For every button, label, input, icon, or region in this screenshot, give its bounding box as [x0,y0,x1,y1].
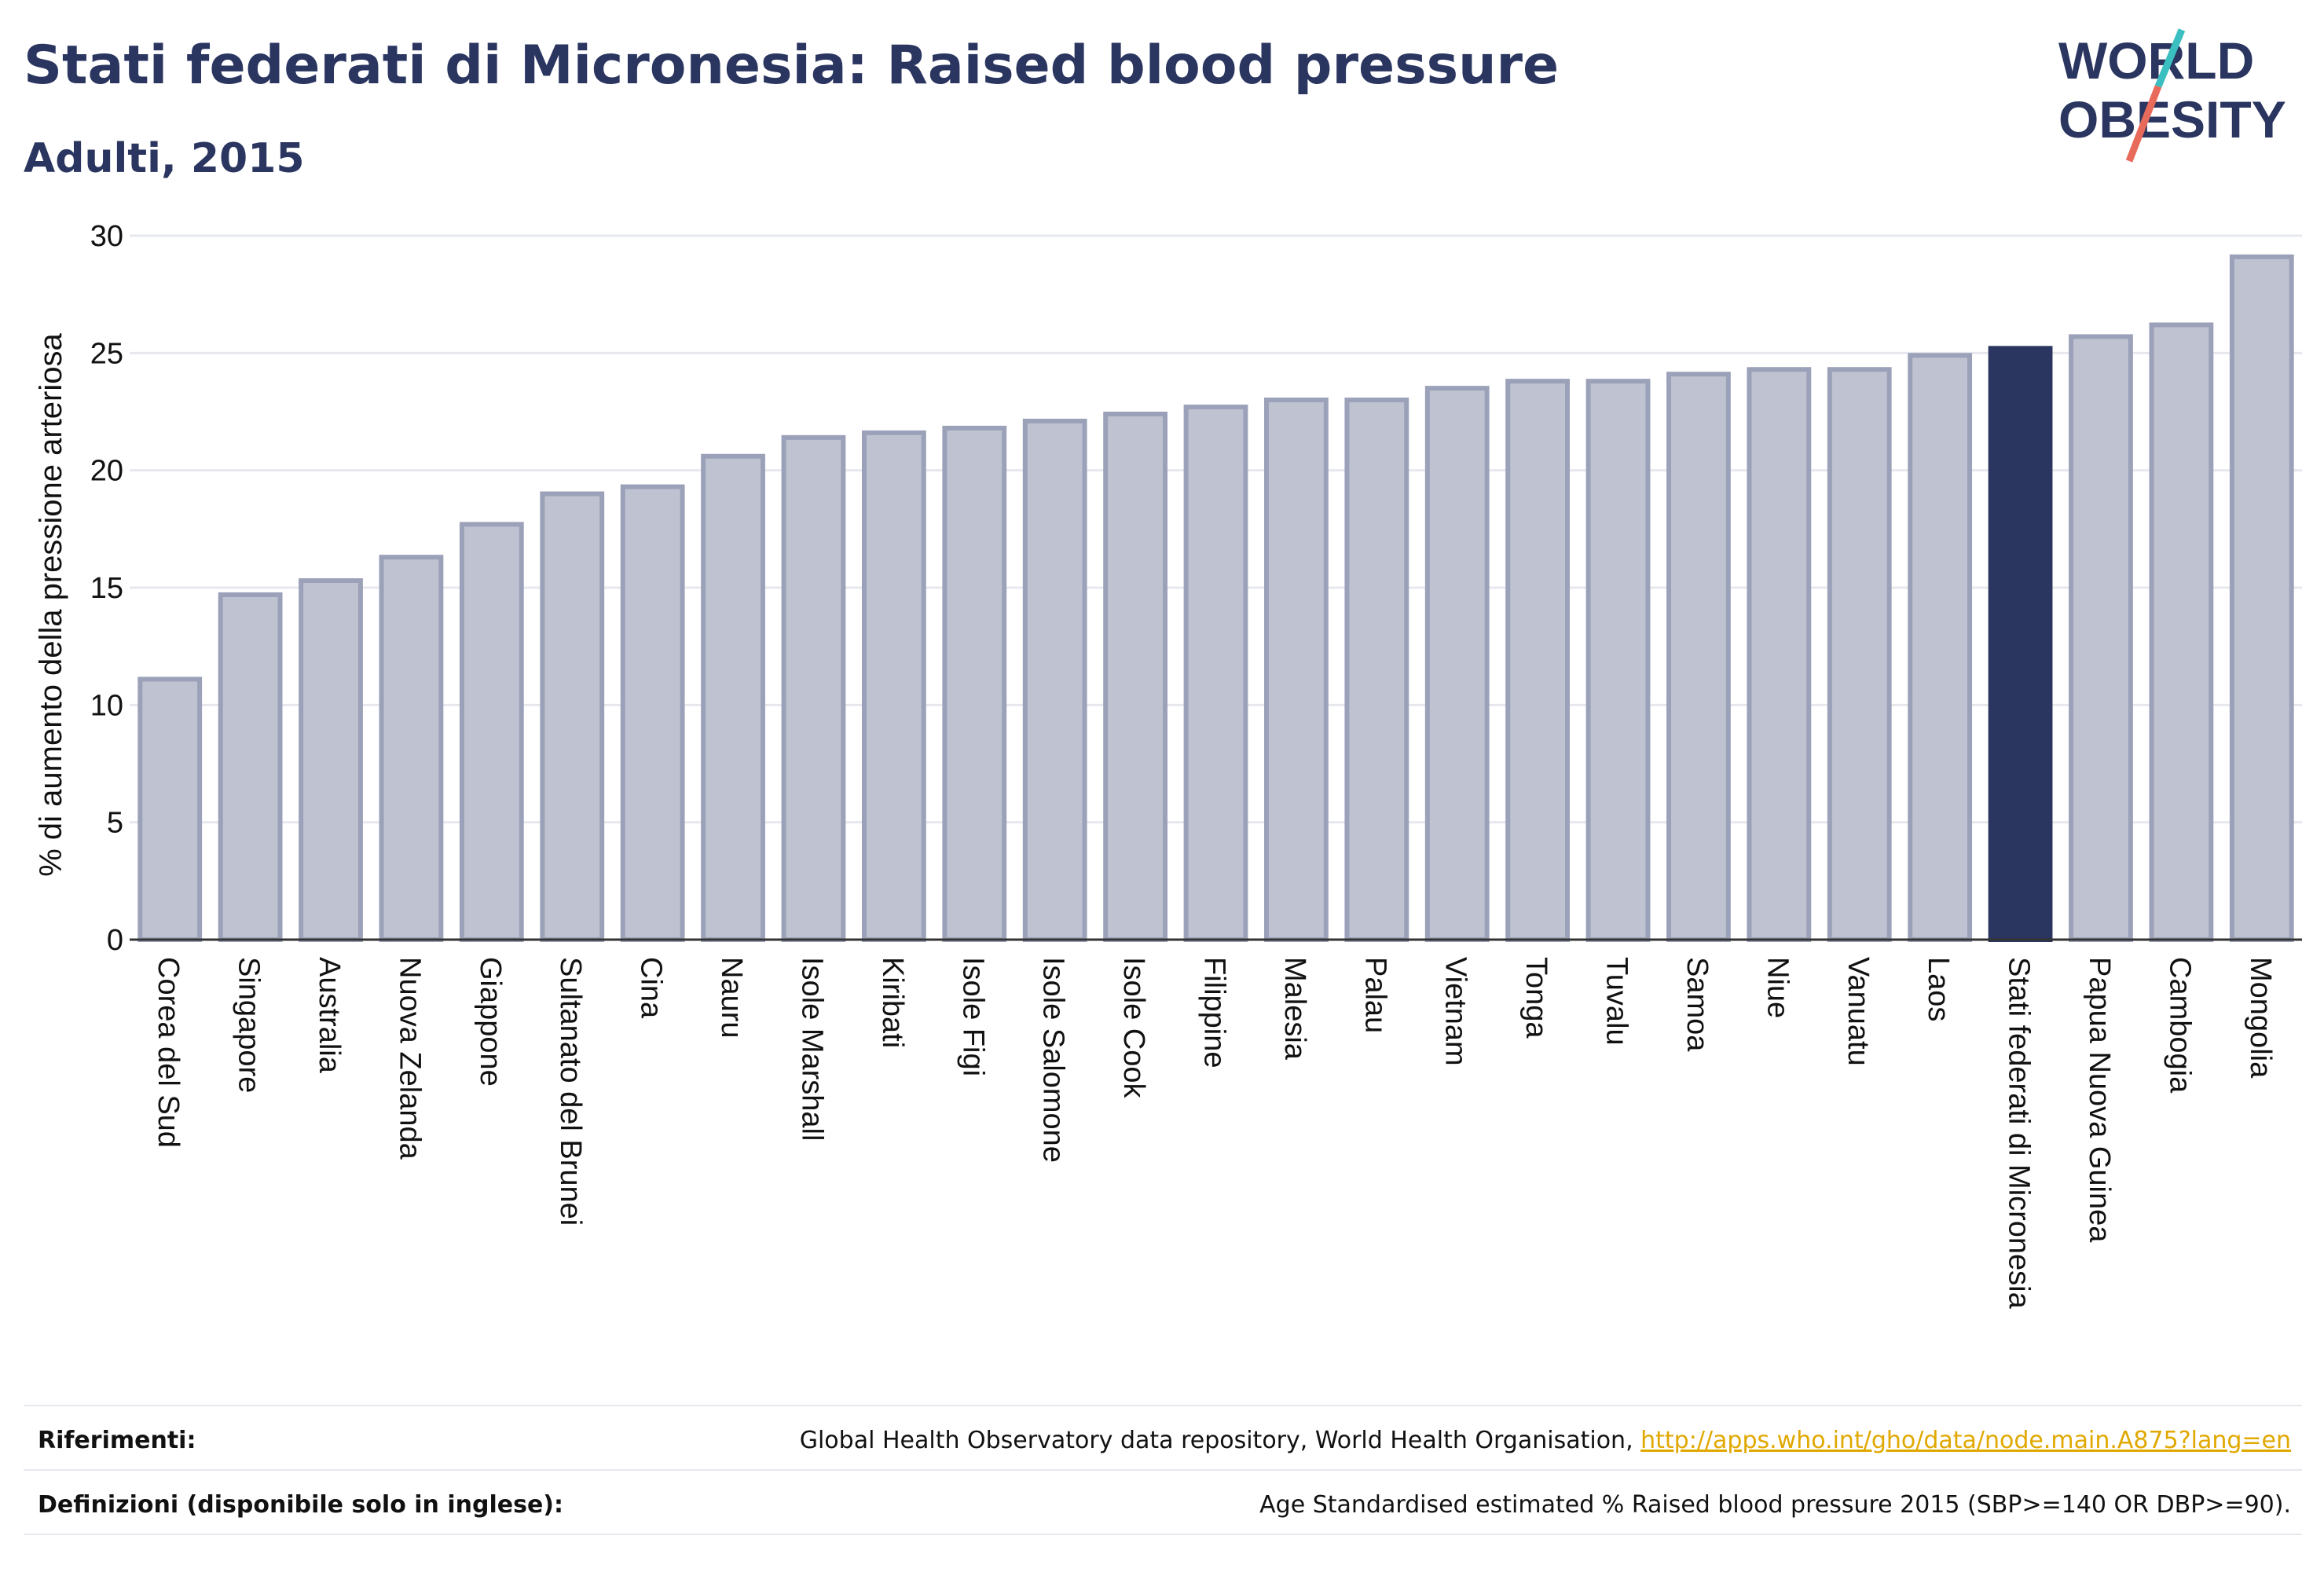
bar [1264,398,1329,943]
bar-chart: 0 5 10 15 20 25 30 Corea del Sud Singapore Austr… [34,220,2302,1310]
y-tick-label: 20 [90,455,123,488]
x-tick-label: Niue [1761,957,1794,1018]
y-tick-label: 15 [90,572,123,605]
bar [1344,398,1409,943]
logo-line-1: WORLD [2058,31,2254,90]
logo-slash-red [2125,85,2162,163]
x-tick-label: Samoa [1681,957,1714,1052]
x-tick-label: Papua Nuova Guinea [2083,957,2116,1243]
footer-divider-middle [24,1469,2302,1471]
x-tick-label: Laos [1922,957,1955,1021]
x-tick-label: Corea del Sud [152,957,185,1148]
x-tick-label: Isole Figi [956,957,989,1076]
bar [1103,411,1167,942]
definitions-label: Definizioni (disponibile solo in inglese… [38,1491,563,1519]
logo-line-2: OBESITY [2058,90,2286,148]
bar [1424,386,1490,942]
bar [1666,372,1731,943]
bar-highlight [1988,346,2053,942]
x-tick-label: Isole Marshall [795,957,828,1141]
y-tick-label: 5 [107,807,123,840]
x-tick-label: Mongolia [2244,957,2277,1079]
y-axis-label: % di aumento della pressione arteriosa [34,333,68,877]
x-tick-label: Australia [313,957,346,1074]
bar [379,555,444,942]
x-tick-label: Tonga [1519,957,1552,1039]
bar [781,434,846,942]
references-label: Riferimenti: [38,1427,196,1454]
bar [1022,418,1087,942]
references-text: Global Health Observatory data repositor… [800,1427,2291,1454]
bar [2229,254,2294,942]
x-tick-label: Malesia [1278,957,1311,1061]
definitions-text: Age Standardised estimated % Raised bloo… [1259,1491,2291,1519]
x-tick-label: Isole Cook [1117,957,1150,1099]
bars [130,254,2302,943]
references-source: Global Health Observatory data repositor… [799,1427,1641,1454]
bar [137,676,203,942]
bar [942,425,1007,942]
bar [1908,353,1973,942]
x-tick-label: Sultanato del Brunei [554,957,587,1226]
y-tick-label: 10 [90,689,123,722]
bar [1505,379,1571,942]
chart-subtitle: Adulti, 2015 [24,135,305,182]
y-tick-labels: 0 5 10 15 20 25 30 [90,220,123,957]
y-tick-label: 0 [107,924,123,957]
x-tick-labels: Corea del Sud Singapore Australia Nuova Zel… [152,957,2277,1310]
x-tick-label: Cina [635,957,668,1019]
y-tick-label: 30 [90,220,123,253]
bar [540,491,605,942]
bar [1183,405,1248,942]
bar [701,453,765,942]
bar [299,578,363,942]
x-tick-label: Singapore [233,957,266,1093]
x-tick-label: Filippine [1198,957,1231,1068]
x-tick-label: Giappone [474,957,507,1087]
bar [218,592,283,943]
x-tick-label: Tuvalu [1600,957,1633,1046]
bar [2069,334,2133,942]
x-tick-label: Isole Salomone [1037,957,1070,1163]
bar [1747,367,1812,942]
y-tick-label: 25 [90,337,123,370]
footer-divider-top [24,1405,2302,1406]
x-tick-label: Palau [1358,957,1391,1033]
x-tick-label: Vietnam [1439,957,1472,1066]
bar [459,522,524,942]
bar [1827,367,1892,942]
x-tick-label: Stati federati di Micronesia [2003,957,2036,1310]
logo-slash-teal [2154,28,2186,88]
bar [861,430,926,942]
bar [1585,379,1651,942]
x-tick-label: Vanuatu [1842,957,1875,1066]
x-tick-label: Nauru [715,957,748,1039]
bar [2149,322,2214,942]
x-tick-label: Kiribati [876,957,909,1048]
world-obesity-logo: WORLD OBESITY [2058,28,2286,163]
x-tick-label: Nuova Zelanda [393,957,426,1160]
chart-title: Stati federati di Micronesia: Raised blo… [24,35,1560,97]
x-tick-label: Cambogia [2163,957,2196,1094]
footer-divider-bottom [24,1534,2302,1535]
bar [620,484,685,942]
references-link[interactable]: http://apps.who.int/gho/data/node.main.A… [1640,1427,2291,1454]
